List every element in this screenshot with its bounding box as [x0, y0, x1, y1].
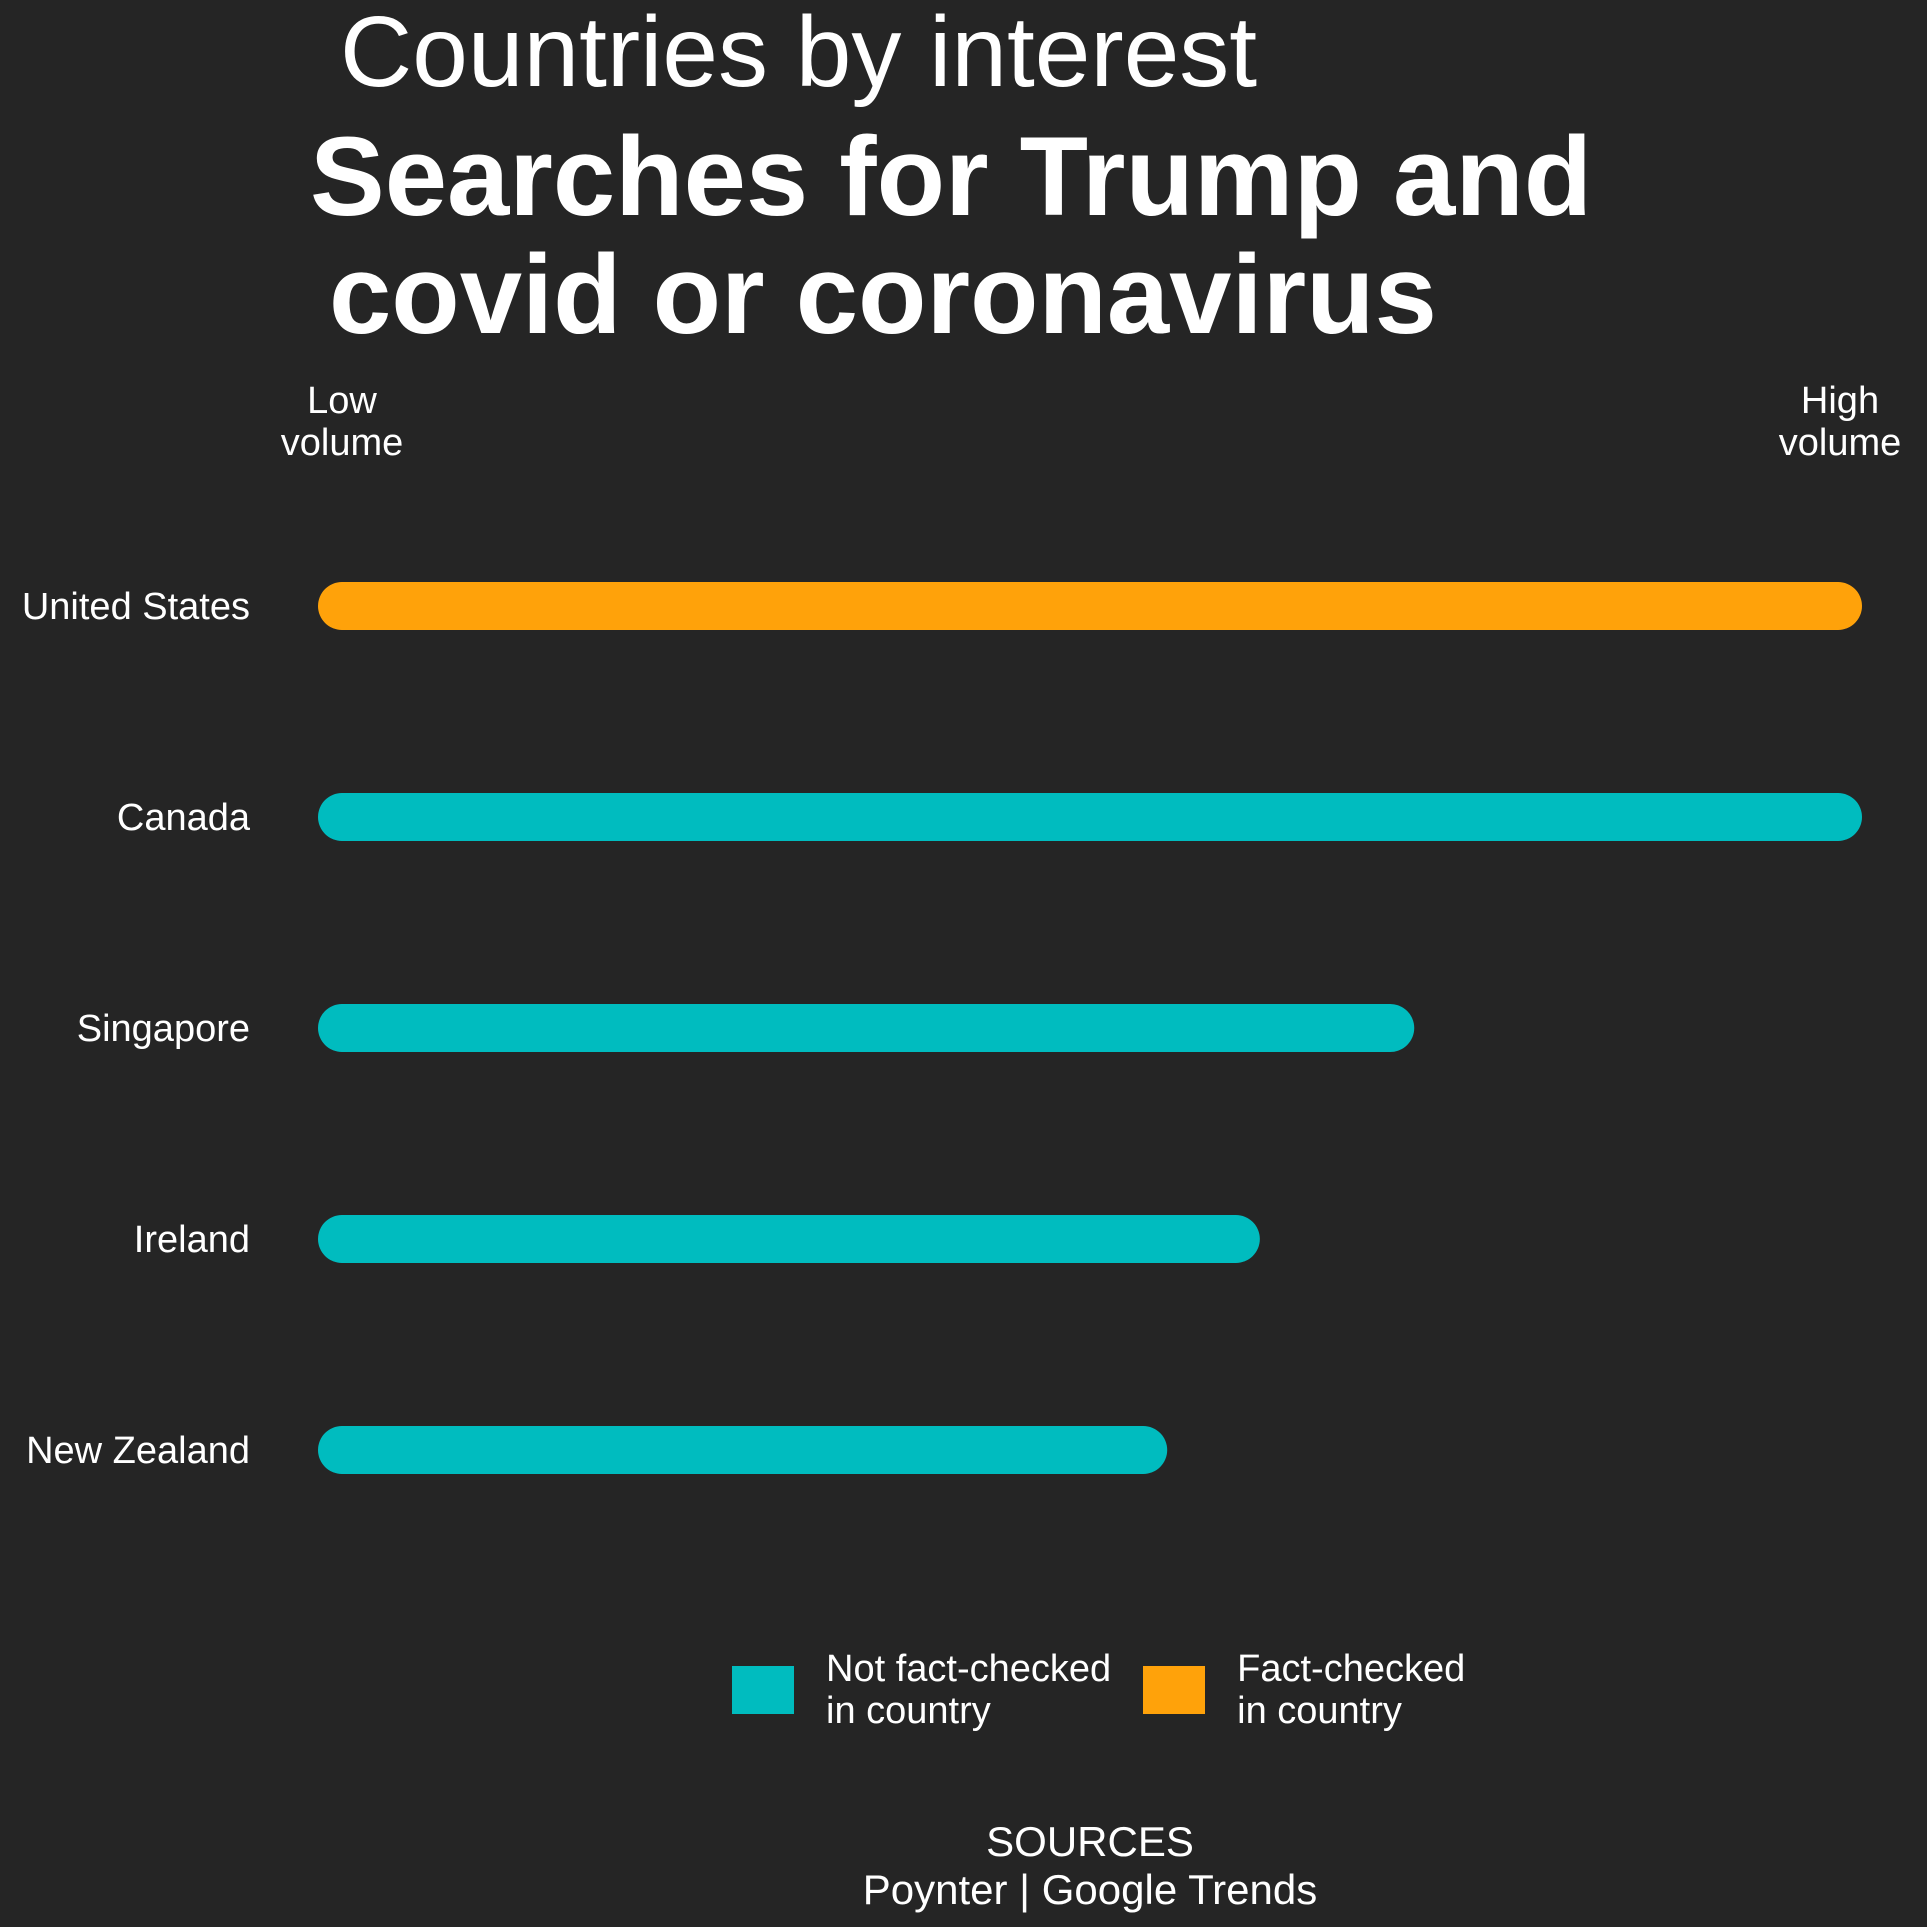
bar-canada	[318, 793, 1862, 841]
country-label-new-zealand: New Zealand	[26, 1430, 250, 1472]
country-label-ireland: Ireland	[134, 1219, 250, 1261]
bar-ireland	[318, 1215, 1260, 1263]
country-label-united-states: United States	[22, 586, 250, 628]
sources-text: Poynter | Google Trends	[862, 1866, 1318, 1913]
country-label-canada: Canada	[117, 797, 251, 839]
country-label-singapore: Singapore	[77, 1008, 250, 1050]
legend-label-fact-checked: Fact-checked in country	[1237, 1648, 1466, 1732]
legend-label-not-fact-checked: Not fact-checked in country	[826, 1648, 1112, 1732]
legend-swatch-not-fact-checked	[732, 1666, 794, 1714]
bar-singapore	[318, 1004, 1415, 1052]
chart-title-line-1: Searches for Trump and	[310, 114, 1593, 239]
sources: SOURCES Poynter | Google Trends	[0, 1818, 1927, 1914]
axis-high-label: High volume	[1778, 380, 1902, 464]
chart-kicker: Countries by interest	[340, 0, 1258, 108]
legend-swatch-fact-checked	[1143, 1666, 1206, 1714]
sources-heading: SOURCES	[986, 1818, 1194, 1865]
legend-item-fact-checked: Fact-checked in country	[1143, 1648, 1465, 1732]
bar-new-zealand	[318, 1426, 1168, 1474]
chart-title: Searches for Trump and covid or coronavi…	[310, 118, 1592, 354]
chart-title-line-2: covid or coronavirus	[329, 232, 1437, 357]
axis-low-label: Low volume	[280, 380, 404, 464]
legend: Not fact-checked in country Fact-checked…	[732, 1648, 1497, 1732]
bar-united-states	[318, 582, 1862, 630]
legend-item-not-fact-checked: Not fact-checked in country	[732, 1648, 1111, 1732]
